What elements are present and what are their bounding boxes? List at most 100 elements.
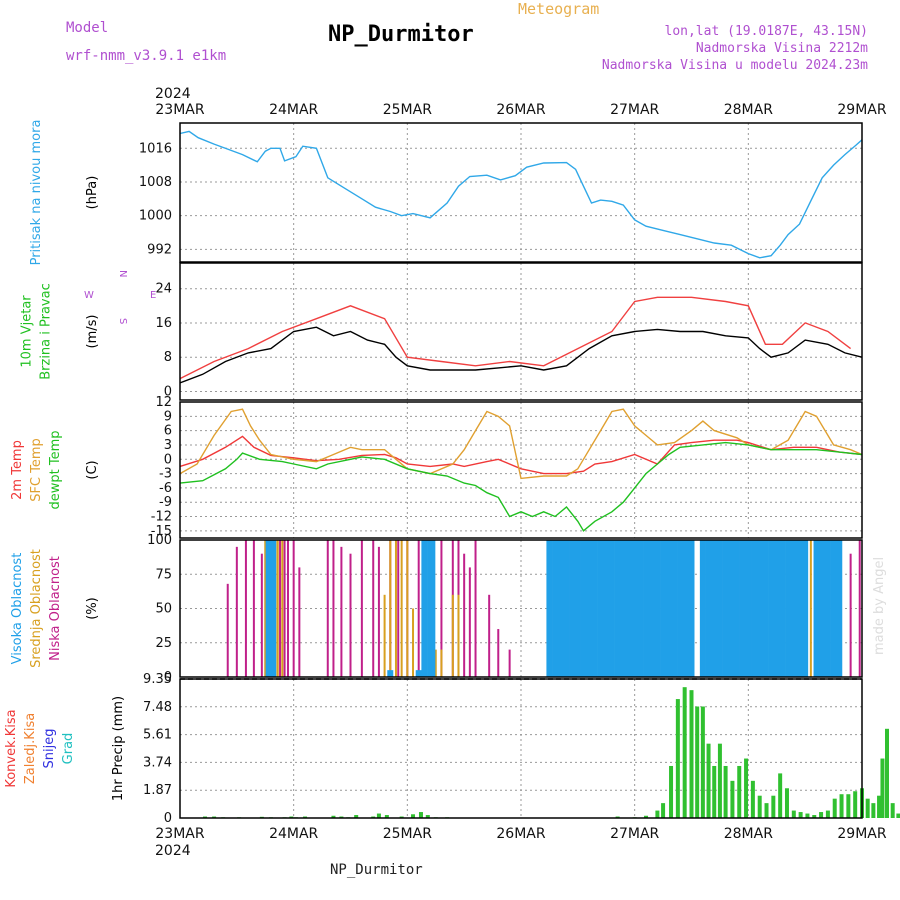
bar-clouds-mid: [400, 540, 403, 677]
bar-precip-total: [682, 687, 687, 818]
y-tick-label: -3: [159, 467, 172, 482]
bar-clouds-high: [546, 540, 553, 677]
footer-station: NP_Durmitor: [330, 862, 423, 878]
bar-clouds-low: [360, 540, 363, 677]
bar-precip-total: [771, 795, 776, 818]
x-tick-label-bottom: 23MAR: [155, 826, 204, 842]
bar-clouds-high: [643, 540, 650, 677]
bar-clouds-high: [836, 540, 843, 677]
compass-east: E: [150, 290, 156, 301]
bar-clouds-low: [417, 540, 420, 677]
bar-clouds-low: [474, 540, 477, 677]
y-tick-label: 1.87: [143, 783, 172, 798]
bar-clouds-low: [286, 540, 289, 677]
chart-subtitle: Meteogram: [518, 0, 600, 18]
y-axis-label-clouds: Niska Oblacnost: [48, 556, 63, 661]
bar-clouds-high: [790, 540, 797, 677]
bar-clouds-high: [591, 540, 598, 677]
bar-clouds-high: [705, 540, 712, 677]
bar-precip-total: [418, 812, 423, 818]
compass-west: W: [84, 290, 94, 301]
bar-clouds-mid: [457, 594, 460, 677]
y-tick-label: 8: [164, 350, 172, 365]
bar-clouds-high: [421, 540, 428, 677]
bar-clouds-low: [468, 567, 471, 677]
bar-clouds-high: [614, 540, 621, 677]
bar-clouds-high: [586, 540, 593, 677]
bar-clouds-high: [270, 540, 277, 677]
bar-clouds-high: [552, 540, 559, 677]
bar-clouds-low: [298, 567, 301, 677]
bar-clouds-low: [349, 553, 352, 677]
bar-clouds-high: [728, 540, 735, 677]
bar-clouds-high: [688, 540, 695, 677]
bar-precip-total: [712, 765, 717, 818]
bar-clouds-high: [429, 540, 436, 677]
panel-frame-precip: [179, 678, 863, 819]
bar-clouds-low: [226, 583, 229, 677]
bar-clouds-high: [682, 540, 689, 677]
bar-clouds-low: [377, 546, 380, 677]
bar-clouds-mid: [451, 594, 454, 677]
series-line-wind-1: [179, 296, 852, 380]
series-line-pressure-0: [179, 130, 863, 259]
bar-clouds-high: [631, 540, 638, 677]
bar-precip-total: [750, 780, 755, 818]
bar-clouds-high: [762, 540, 769, 677]
bar-clouds-high: [608, 540, 615, 677]
bar-clouds-high: [677, 540, 684, 677]
x-tick-label-bottom: 24MAR: [269, 826, 318, 842]
x-tick-label-bottom: 26MAR: [496, 826, 545, 842]
year-label-top: 2024: [155, 86, 191, 102]
y-tick-label: 6: [164, 424, 172, 439]
bar-clouds-high: [563, 540, 570, 677]
bar-precip-total: [839, 794, 844, 818]
bar-precip-total: [744, 758, 749, 818]
bar-clouds-high: [819, 540, 826, 677]
series-line-temperature-1: [179, 408, 863, 480]
bar-clouds-high: [751, 540, 758, 677]
bar-clouds-high: [620, 540, 627, 677]
x-tick-label-top: 26MAR: [496, 102, 545, 118]
y-axis-label-temperature: dewpt Temp: [48, 430, 63, 509]
bar-clouds-low: [260, 553, 263, 677]
bar-precip-total: [644, 815, 649, 818]
unit-label-temperature: (C): [85, 460, 100, 479]
bar-precip-total: [805, 813, 810, 818]
bar-precip-total: [784, 788, 789, 818]
y-tick-label: 1016: [139, 141, 172, 156]
bar-clouds-mid: [394, 540, 397, 677]
series-line-temperature-0: [179, 435, 863, 475]
bar-precip-total: [865, 798, 870, 818]
bar-precip-total: [411, 814, 416, 818]
y-axis-label-precip: Zaledj.Kisa: [23, 713, 38, 784]
series-line-temperature-2: [179, 441, 863, 532]
bar-precip-total: [730, 780, 735, 818]
y-tick-label: 7.48: [143, 700, 172, 715]
y-tick-label: -9: [159, 495, 172, 510]
bar-clouds-low: [397, 540, 400, 677]
bar-precip-total: [661, 803, 666, 818]
bar-clouds-mid: [389, 540, 392, 677]
bar-precip-total: [376, 813, 381, 818]
bar-clouds-low: [283, 540, 286, 677]
y-tick-label: 0: [164, 452, 172, 467]
bar-precip-total: [812, 815, 817, 818]
x-tick-label-bottom: 27MAR: [610, 826, 659, 842]
bar-precip-total: [871, 803, 876, 818]
bar-precip-total: [791, 810, 796, 818]
bar-clouds-mid: [809, 540, 812, 677]
bar-clouds-high: [711, 540, 718, 677]
bar-clouds-low: [332, 540, 335, 677]
bar-clouds-high: [660, 540, 667, 677]
bar-precip-total: [890, 803, 895, 818]
y-tick-label: 5.61: [143, 728, 172, 743]
y-tick-label: 75: [155, 567, 172, 582]
bar-precip-total: [885, 728, 890, 818]
bar-precip-total: [737, 765, 742, 818]
bar-clouds-high: [813, 540, 820, 677]
model-label: Model: [66, 20, 109, 36]
y-tick-label: 50: [155, 602, 172, 617]
bar-precip-total: [425, 815, 430, 818]
y-tick-label: 16: [155, 316, 172, 331]
